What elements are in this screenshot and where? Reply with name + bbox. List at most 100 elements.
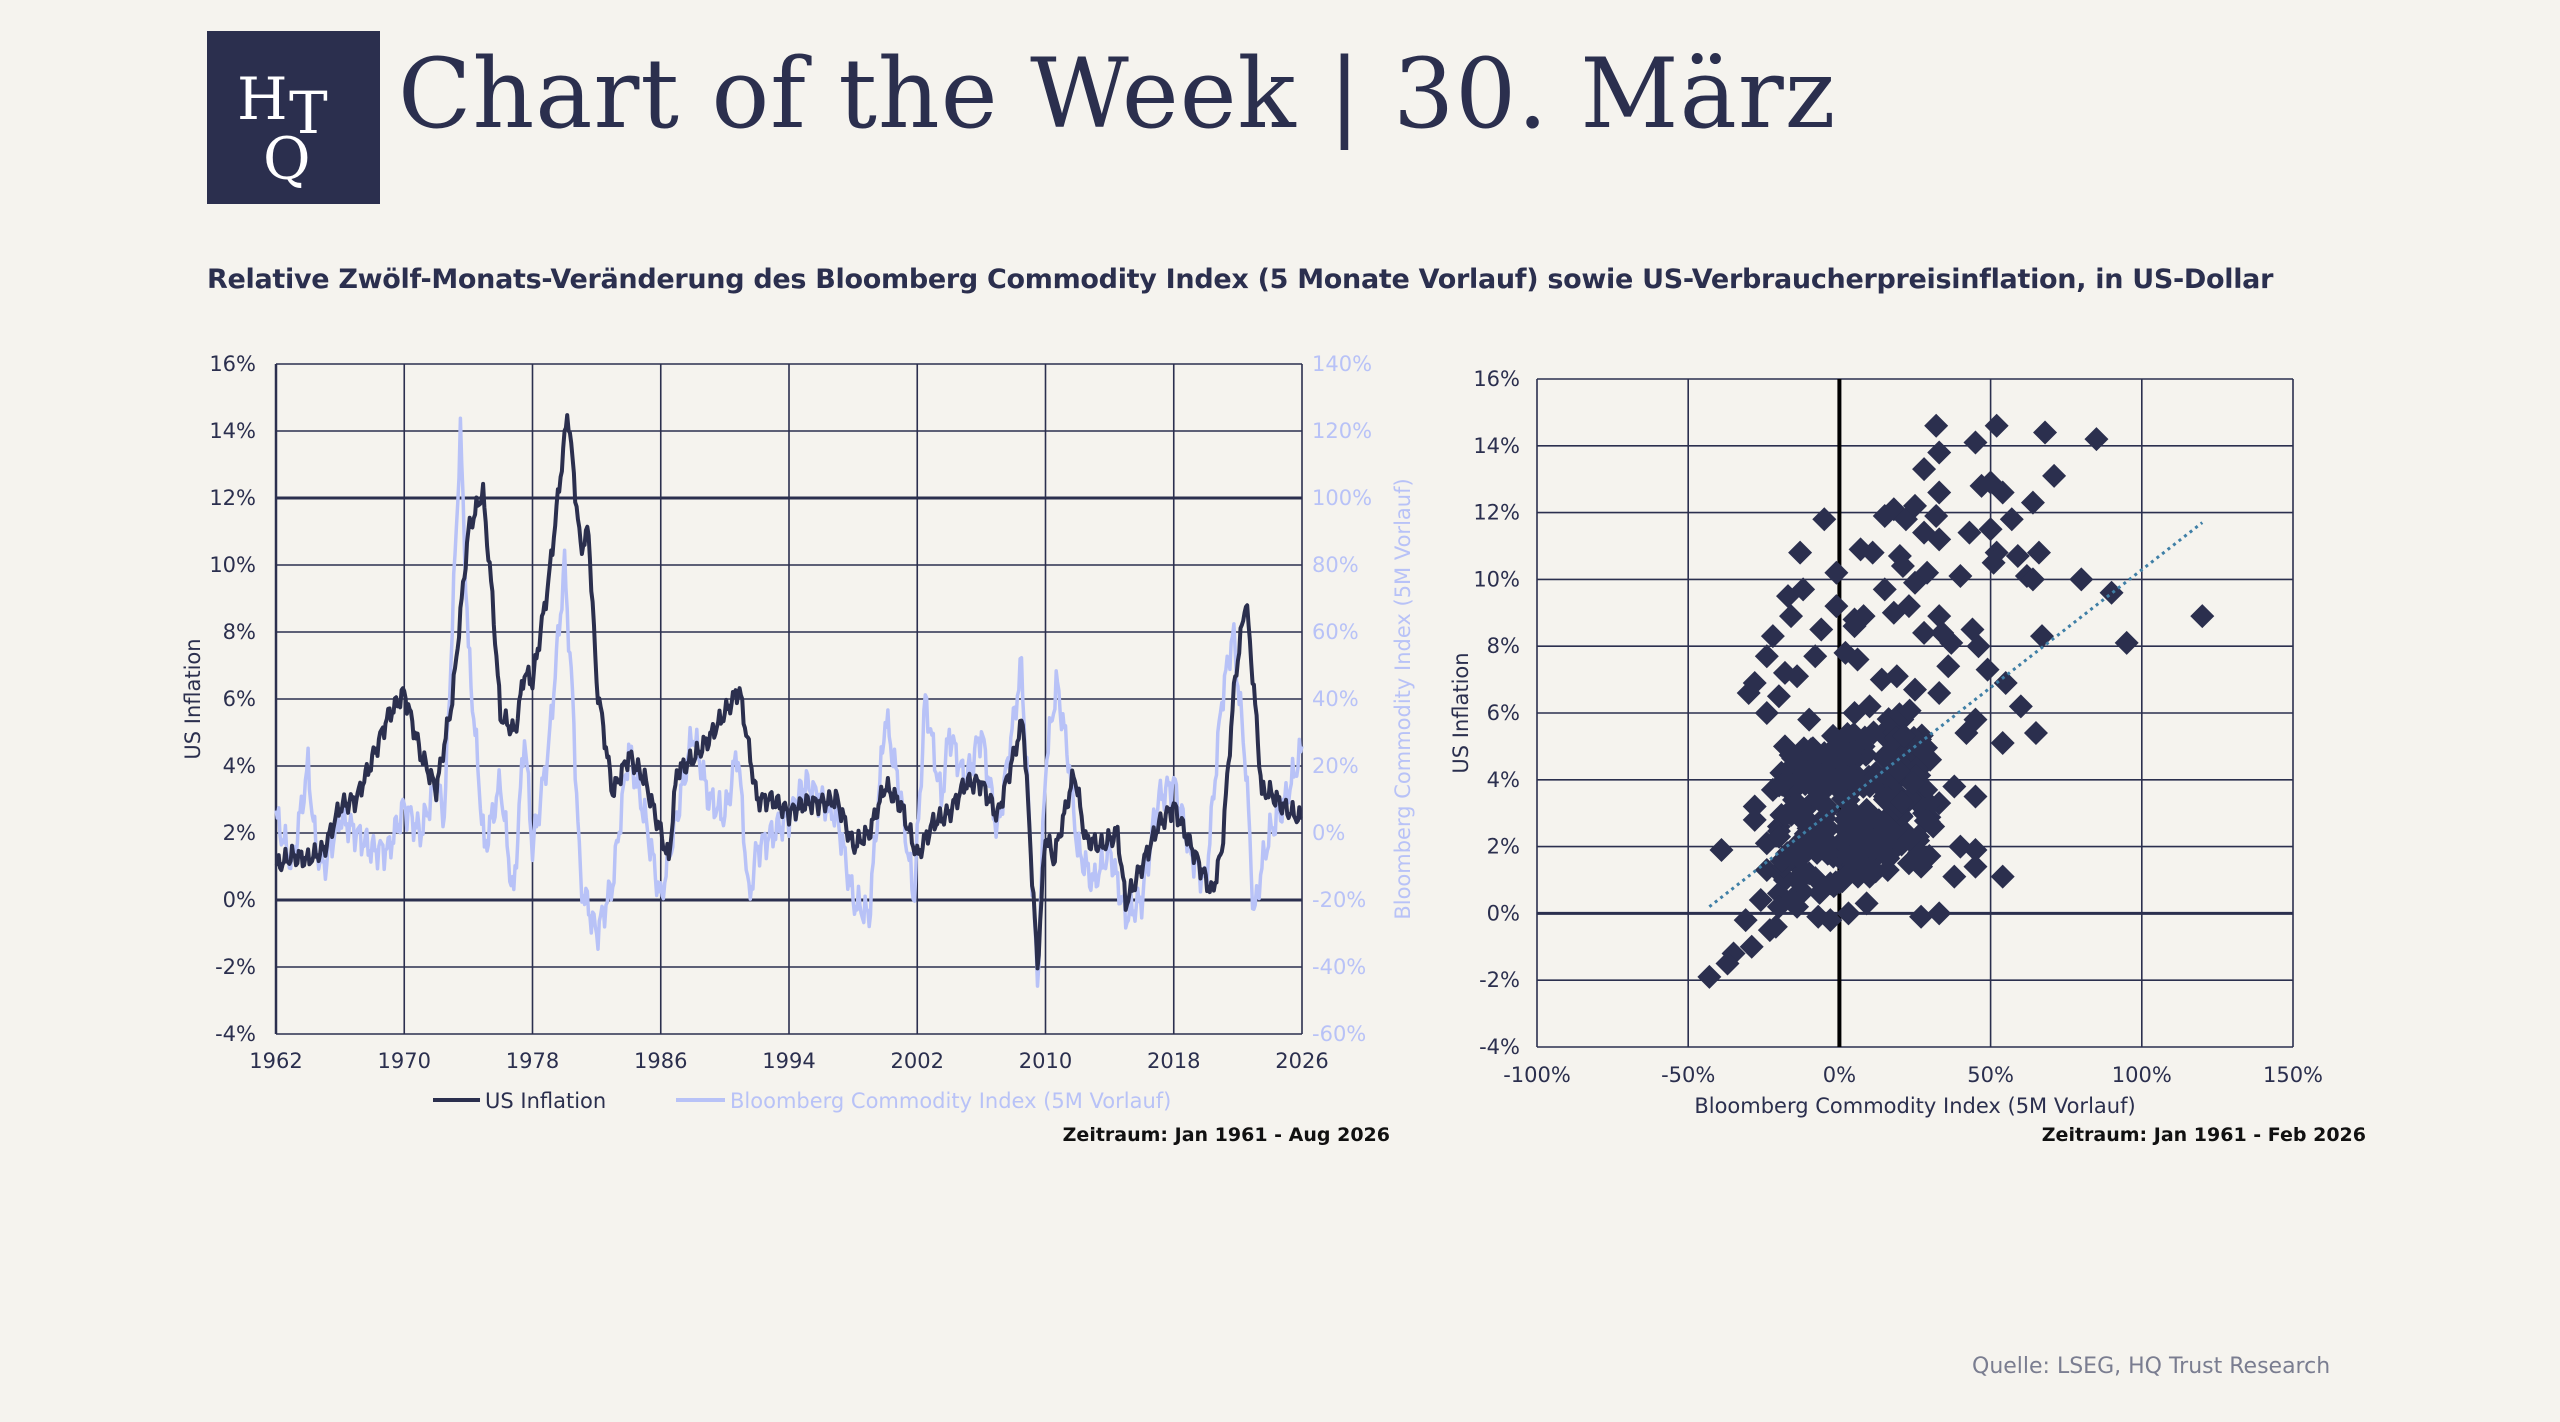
x-tick-label: 0% (1823, 1063, 1856, 1087)
scatter-point (1845, 647, 1870, 672)
scatter-point (1903, 493, 1927, 518)
scatter-point (1856, 857, 1881, 882)
svg-text:T: T (289, 79, 328, 147)
scatter-point (1903, 570, 1927, 595)
legend-label-inflation: US Inflation (485, 1089, 606, 1113)
y-tick-label: 0% (1487, 901, 1520, 925)
scatter-point (1963, 784, 1988, 809)
legend-label-commodity: Bloomberg Commodity Index (5M Vorlauf) (730, 1089, 1171, 1113)
scatter-point (1975, 657, 2000, 682)
scatter-point (1736, 680, 1761, 705)
scatter-point (1781, 746, 1806, 771)
y-tick-label: 8% (1487, 634, 1520, 658)
y2-tick-label: 40% (1312, 687, 1359, 711)
scatter-point (2114, 630, 2139, 655)
x-tick-label: 1962 (249, 1049, 302, 1073)
period-note: Zeitraum: Jan 1961 - Aug 2026 (1063, 1124, 1390, 1146)
scatter-point (1766, 684, 1791, 709)
y-tick-label: -4% (1479, 1035, 1520, 1059)
scatter-point (1978, 517, 2003, 542)
y-tick-label: 14% (1473, 434, 1520, 458)
y-tick-label: 16% (1473, 367, 1520, 391)
scatter-point (1831, 786, 1856, 811)
scatter-point (1927, 604, 1952, 629)
scatter-point (1890, 554, 1915, 579)
source-note: Quelle: LSEG, HQ Trust Research (1972, 1354, 2331, 1379)
scatter-point (1901, 771, 1926, 796)
scatter-point (1999, 507, 2024, 532)
scatter-point (1801, 739, 1826, 764)
scatter-point (2069, 567, 2094, 592)
scatter-point (1927, 901, 1952, 926)
scatter-point (2033, 420, 2058, 445)
scatter-point (1770, 772, 1795, 797)
y-tick-label: 0% (223, 888, 256, 912)
scatter-point (1824, 560, 1849, 585)
scatter-point (1942, 774, 1967, 799)
scatter-point (1697, 964, 1722, 989)
scatter-point (1896, 594, 1921, 619)
scatter-point (1842, 614, 1867, 639)
scatter-point (1754, 701, 1779, 725)
scatter-point (1990, 864, 2015, 889)
trendline (1708, 521, 2204, 908)
scatter-point (1715, 951, 1740, 976)
scatter-point (1860, 540, 1885, 565)
scatter-point (1821, 874, 1846, 899)
y-tick-label: 4% (223, 754, 256, 778)
scatter-point (1990, 480, 2015, 505)
scatter-point (1818, 908, 1843, 933)
x-tick-label: 1978 (506, 1049, 559, 1073)
scatter-point (1788, 540, 1813, 565)
y-tick-label: 16% (209, 352, 256, 376)
scatter-point (1914, 845, 1939, 870)
y2-tick-label: 60% (1312, 620, 1359, 644)
x-tick-label: 1986 (634, 1049, 687, 1073)
y-tick-label: 6% (223, 687, 256, 711)
scatter-point (1903, 677, 1927, 702)
x-tick-label: 100% (2112, 1063, 2172, 1087)
scatter-point (1845, 821, 1870, 846)
scatter-point (2030, 624, 2055, 649)
scatter-point (1808, 814, 1833, 839)
scatter-point (1872, 787, 1897, 812)
scatter-point (1763, 914, 1788, 939)
x-axis-title: Bloomberg Commodity Index (5M Vorlauf) (1694, 1094, 2135, 1118)
y2-tick-label: 80% (1312, 553, 1359, 577)
x-tick-label: -100% (1503, 1063, 1571, 1087)
scatter-point (1936, 654, 1961, 679)
x-tick-label: 2026 (1275, 1049, 1328, 1073)
y-tick-label: 14% (209, 419, 256, 443)
y-tick-label: 8% (223, 620, 256, 644)
y2-tick-label: -40% (1312, 955, 1366, 979)
scatter-point (1794, 838, 1819, 863)
scatter-point (1981, 550, 2006, 575)
scatter-point (1966, 634, 1991, 659)
scatter-point (1837, 742, 1862, 767)
scatter-point (1739, 934, 1764, 959)
svg-text:H: H (237, 65, 288, 133)
chart-subtitle: Relative Zwölf-Monats-Veränderung des Bl… (207, 264, 2274, 295)
y2-tick-label: -60% (1312, 1022, 1366, 1046)
svg-text:Q: Q (263, 125, 311, 193)
scatter-point (1963, 837, 1988, 862)
scatter-point (1912, 620, 1937, 645)
us-inflation-line (274, 413, 1303, 971)
y-tick-label: 6% (1487, 701, 1520, 725)
y-tick-label: 12% (1473, 501, 1520, 525)
scatter-point (1748, 888, 1773, 913)
scatter-point (2084, 427, 2109, 452)
scatter-point (1812, 507, 1837, 532)
y-tick-label: 10% (209, 553, 256, 577)
scatter-point (1963, 854, 1988, 879)
y2-tick-label: -20% (1312, 888, 1366, 912)
scatter-point (1916, 809, 1941, 834)
scatter-point (1927, 480, 1952, 505)
scatter-point (1835, 721, 1860, 746)
scatter-point (1742, 794, 1767, 819)
scatter-point (1857, 694, 1882, 719)
scatter-point (1784, 867, 1809, 892)
x-tick-label: 150% (2263, 1063, 2323, 1087)
time-series-chart: -4% -60% -2% -40% 0% -20% 2% 0% 4% 20% 6% 40% 8% 60% 1… (181, 352, 1415, 1146)
scatter-point (1742, 807, 1767, 832)
